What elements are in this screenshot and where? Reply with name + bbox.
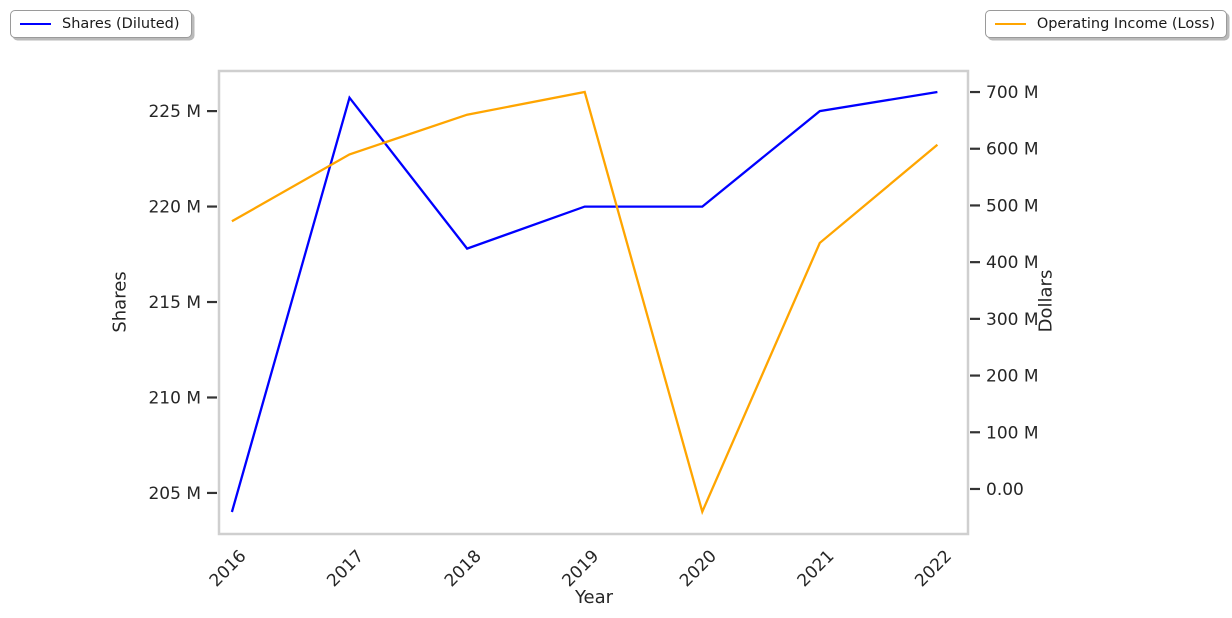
y-tick-label-right: 100 M	[986, 423, 1039, 443]
legend-operating-income[interactable]: Operating Income (Loss)	[984, 10, 1227, 38]
y-tick-label-right: 200 M	[986, 367, 1039, 387]
legend-label-operating-income: Operating Income (Loss)	[1036, 16, 1215, 32]
x-tick-label: 2021	[794, 546, 839, 591]
x-tick-label: 2020	[676, 546, 721, 591]
legend-line-sample-orange	[994, 23, 1026, 25]
y-tick-label-left: 225 M	[148, 102, 201, 122]
y-tick-label-right: 300 M	[986, 310, 1039, 330]
y-axis-label-right: Dollars	[1035, 269, 1057, 333]
y-tick-label-left: 210 M	[148, 388, 201, 408]
x-tick-label: 2019	[558, 546, 603, 591]
y-tick-label-right: 600 M	[986, 140, 1039, 160]
plot-border	[217, 69, 970, 536]
y-axis-label-left: Shares	[109, 271, 131, 333]
legend-shares-diluted[interactable]: Shares (Diluted)	[10, 10, 192, 38]
y-tick-label-left: 205 M	[148, 484, 201, 504]
x-tick-label: 2016	[206, 546, 251, 591]
x-tick-label: 2022	[911, 546, 956, 591]
y-tick-label-right: 500 M	[986, 196, 1039, 216]
series-line-shares-diluted	[230, 90, 938, 513]
y-tick-label-left: 215 M	[148, 293, 201, 313]
y-tick-label-right: 0.00	[986, 480, 1024, 500]
legend-line-sample-blue	[20, 23, 51, 25]
x-tick-label: 2017	[323, 546, 368, 591]
y-tick-label-left: 220 M	[148, 198, 201, 218]
y-tick-label-right: 700 M	[986, 83, 1039, 103]
x-tick-label: 2018	[441, 546, 486, 591]
legend-label-shares: Shares (Diluted)	[62, 16, 180, 32]
series-line-operating-income-loss	[231, 90, 939, 516]
x-axis-label: Year	[574, 587, 614, 608]
y-tick-label-right: 400 M	[986, 253, 1039, 273]
